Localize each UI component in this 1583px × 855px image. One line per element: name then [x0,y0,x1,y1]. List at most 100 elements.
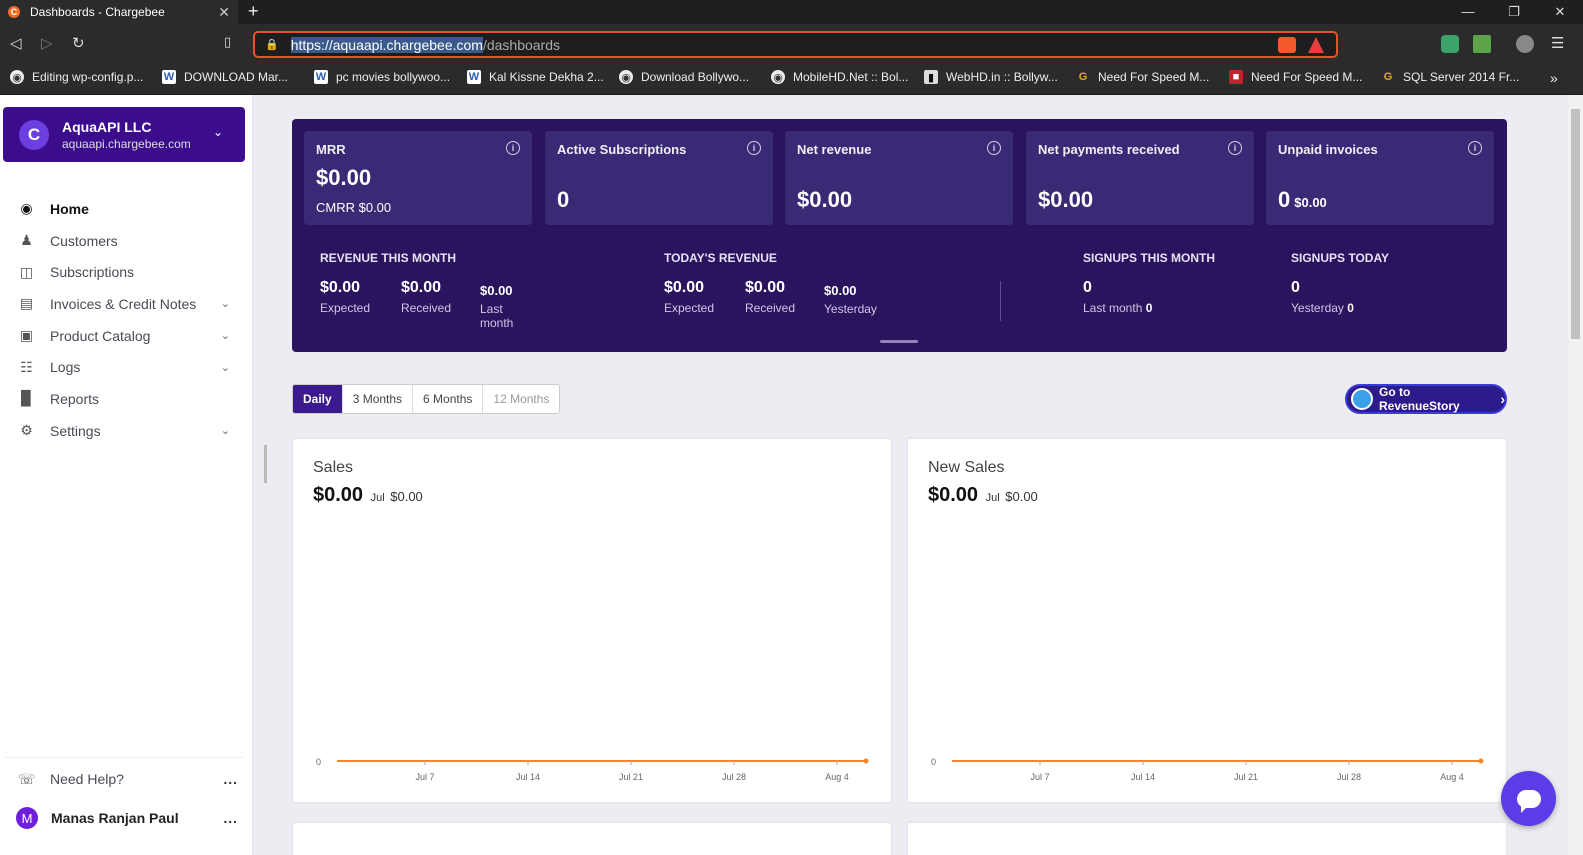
phone-icon: ▮ [924,70,938,84]
need-help-item[interactable]: ☏ Need Help? ... [18,770,238,788]
sidebar-item-home[interactable]: ◉ Home [0,193,252,225]
active-subscriptions-label: Active Subscriptions [557,142,687,157]
tab-6-months[interactable]: 6 Months [413,385,484,413]
today-received: $0.00 Received [745,279,796,315]
tab-3-months[interactable]: 3 Months [343,385,414,413]
invoice-icon: ▤ [19,295,34,312]
y-tick-label: 0 [316,757,321,767]
active-subscriptions-card[interactable]: Active Subscriptions i 0 [545,131,773,225]
minimize-icon[interactable]: — [1461,4,1475,19]
sidebar-resize-handle[interactable] [264,445,267,483]
bookmark-item[interactable]: ◉ Editing wp-config.p... [10,70,143,84]
net-payments-card[interactable]: Net payments received i $0.00 [1026,131,1254,225]
user-menu[interactable]: M Manas Ranjan Paul ... [16,807,238,829]
bookmark-item[interactable]: W DOWNLOAD Mar... [162,70,289,84]
tab-daily[interactable]: Daily [293,385,343,413]
revenue-this-month: REVENUE THIS MONTH $0.00 Expected $0.00 Re… [320,251,514,330]
back-icon[interactable]: ◁ [10,35,22,52]
mrr-label: MRR [316,142,346,157]
info-icon[interactable]: i [747,141,761,155]
bookmark-item[interactable]: ▮ WebHD.in :: Bollyw... [924,70,1058,84]
net-revenue-card[interactable]: Net revenue i $0.00 [785,131,1013,225]
tab-title: Dashboards - Chargebee [30,5,165,19]
catalog-icon: ▣ [19,327,34,344]
browser-toolbar: ◁ ▷ ↻ ▯ 🔒 https://aquaapi.chargebee.com … [0,24,1583,64]
browser-tab[interactable]: C Dashboards - Chargebee ✕ [0,0,238,24]
brave-rewards-icon[interactable] [1308,37,1324,53]
sidebar-divider [5,757,243,758]
sales-chart-panel: Sales $0.00 Jul $0.00 0 Jul 7 Jul 14 Jul 21… [292,438,892,803]
y-tick-label: 0 [931,757,936,767]
info-icon[interactable]: i [987,141,1001,155]
bookmark-item[interactable]: G SQL Server 2014 Fr... [1381,70,1520,84]
help-icon: ☏ [18,770,36,787]
bookmark-item[interactable]: ■ Need For Speed M... [1229,70,1362,84]
sidebar-item-customers[interactable]: ♟ Customers [0,225,252,257]
x-tick-label: Jul 28 [1337,772,1361,782]
x-tick-label: Jul 7 [415,772,434,782]
shield-extension-icon[interactable] [1441,35,1459,53]
sidebar-item-subscriptions[interactable]: ◫ Subscriptions [19,263,135,281]
help-more-icon[interactable]: ... [223,771,238,787]
section-divider [1000,281,1001,321]
new-tab-icon[interactable]: + [248,1,259,21]
window-close-icon[interactable]: ✕ [1554,4,1566,19]
x-tick-label: Jul 14 [1131,772,1155,782]
user-more-icon[interactable]: ... [223,810,238,826]
brave-shields-icon[interactable] [1278,37,1296,53]
page-scrollbar[interactable] [1568,95,1583,855]
profile-icon[interactable] [1516,35,1534,53]
data-point [863,758,869,764]
mrr-card[interactable]: MRR i $0.00 CMRR $0.00 [304,131,532,225]
sidebar-item-invoices[interactable]: ▤ Invoices & Credit Notes ⌄ [19,295,230,312]
org-domain: aquaapi.chargebee.com [62,136,191,151]
reload-icon[interactable]: ↻ [72,35,85,52]
scrollbar-thumb[interactable] [1571,109,1580,339]
bookmark-item[interactable]: G Need For Speed M... [1076,70,1210,84]
revenuestory-globe-icon [1351,388,1373,410]
chart-value: $0.00 Jul $0.00 [928,484,1038,506]
forward-icon[interactable]: ▷ [41,35,53,52]
tab-close-icon[interactable]: ✕ [218,3,230,20]
revenue-story-button[interactable]: Go to RevenueStory › [1345,384,1507,414]
bookmark-item[interactable]: W Kal Kissne Dekha 2... [467,70,604,84]
info-icon[interactable]: i [506,141,520,155]
net-payments-value: $0.00 [1038,187,1094,212]
info-icon[interactable]: i [1468,141,1482,155]
info-icon[interactable]: i [1228,141,1242,155]
org-switcher[interactable]: C AquaAPI LLC aquaapi.chargebee.com ⌄ [3,107,245,162]
net-payments-label: Net payments received [1038,142,1180,157]
w-icon: W [162,70,176,84]
sidebar-item-reports[interactable]: ▉ Reports [0,383,252,415]
bookmark-item[interactable]: ◉ MobileHD.Net :: Bol... [771,70,908,84]
address-bar[interactable]: 🔒 https://aquaapi.chargebee.com /dashboa… [253,31,1338,58]
menu-icon[interactable]: ☰ [1551,35,1565,52]
subscriptions-icon: ◫ [19,263,34,280]
chat-button[interactable] [1501,771,1556,826]
sidebar-item-settings[interactable]: ⚙ Settings ⌄ [0,415,252,447]
todays-revenue: TODAY'S REVENUE $0.00 Expected $0.00 Recei… [664,251,877,316]
g-icon: G [1383,71,1393,83]
sidebar: C AquaAPI LLC aquaapi.chargebee.com ⌄ ◉ H… [0,95,253,855]
bookmark-icon[interactable]: ▯ [224,34,232,49]
sidebar-item-logs[interactable]: ☷ Logs ⌄ [0,351,252,383]
tab-12-months[interactable]: 12 Months [493,392,550,406]
gear-icon: ⚙ [20,422,33,439]
bookmark-item[interactable]: ◉ Download Bollywo... [619,70,749,84]
sidebar-item-product-catalog[interactable]: ▣ Product Catalog ⌄ [19,327,230,344]
date-range-tabs: Daily 3 Months 6 Months 12 Months [292,384,561,414]
cmrr-value: CMRR $0.00 [316,200,392,215]
chart-value: $0.00 Jul $0.00 [313,484,423,506]
new-sales-chart: 0 Jul 7 Jul 14 Jul 21 Jul 28 Aug 4 [931,757,1484,782]
net-revenue-label: Net revenue [797,142,872,157]
chevron-down-icon: ⌄ [220,361,230,374]
w-icon: W [467,70,481,84]
extension-icon[interactable] [1473,35,1491,53]
unpaid-invoices-card[interactable]: Unpaid invoices i 0 $0.00 [1266,131,1494,225]
more-bookmarks-icon[interactable]: » [1550,70,1558,86]
chart-title: New Sales [928,459,1005,476]
carousel-indicator[interactable] [880,340,918,343]
restore-icon[interactable]: ❐ [1508,4,1520,19]
home-icon: ◉ [20,200,33,217]
